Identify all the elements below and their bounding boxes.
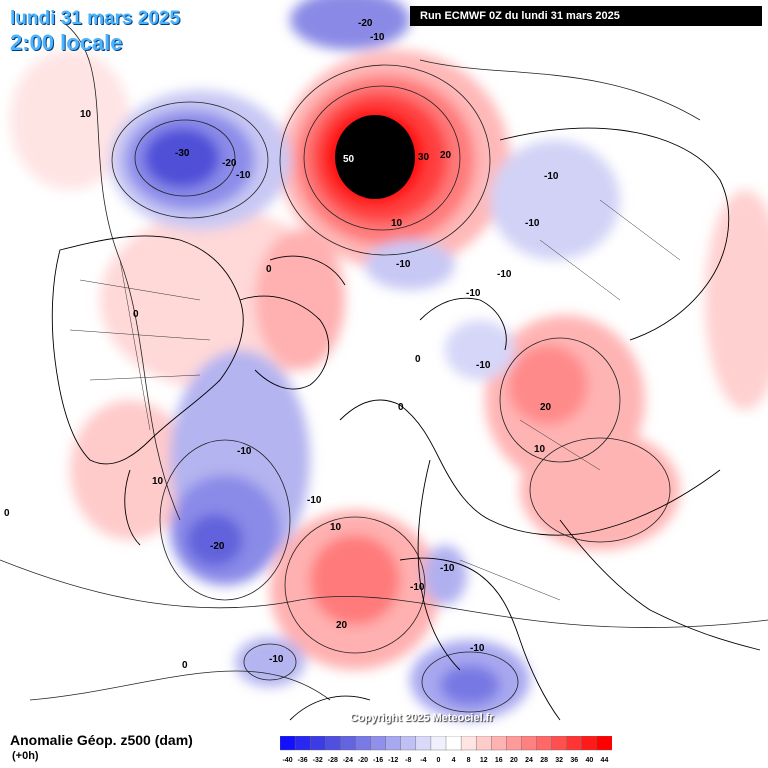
contour-label: 0 (266, 264, 272, 275)
legend-swatch (460, 736, 477, 751)
contour-label: 0 (398, 402, 404, 413)
legend-swatch (400, 736, 417, 751)
legend-swatch (309, 736, 326, 751)
contour-label: -10 (236, 170, 251, 181)
borders (69, 199, 681, 601)
contour-label: 20 (440, 150, 452, 161)
legend-label: 0 (436, 757, 440, 764)
contour-label: -10 (396, 259, 411, 270)
contour-label: -20 (210, 541, 225, 552)
legend-swatch (430, 736, 447, 751)
legend-label: -8 (405, 757, 411, 764)
contour-label: -10 (525, 218, 540, 229)
legend-swatch (581, 736, 598, 751)
map-title: Anomalie Géop. z500 (dam) (10, 732, 193, 748)
time-title: 2:00 locale (10, 30, 123, 55)
legend-label: 24 (525, 757, 533, 764)
contour-label: 50 (343, 154, 355, 165)
copyright: Copyright 2025 Meteociel.fr (350, 712, 494, 724)
ridge-core (335, 115, 415, 199)
contour-label: -10 (370, 32, 385, 43)
legend-swatch (566, 736, 583, 751)
contour-label: -10 (269, 654, 284, 665)
contour-label: -20 (222, 158, 237, 169)
legend-swatch (280, 736, 296, 751)
legend-label: -32 (313, 757, 323, 764)
legend-swatch (415, 736, 432, 751)
contour-label: 10 (152, 476, 164, 487)
contour-label: 0 (133, 309, 139, 320)
contour-label: -10 (476, 360, 491, 371)
legend-label: -4 (420, 757, 426, 764)
legend-swatch (506, 736, 522, 751)
contour-label: 0 (415, 354, 421, 365)
contour-label: 0 (4, 508, 10, 519)
legend-label: 12 (480, 757, 488, 764)
legend-label: -40 (282, 757, 292, 764)
legend-label: -28 (328, 757, 338, 764)
legend-label: 8 (467, 757, 471, 764)
contour-label: -10 (440, 563, 455, 574)
legend-label: 36 (570, 757, 578, 764)
contour-label: -10 (307, 495, 322, 506)
contour-label: 10 (330, 522, 342, 533)
contour-label: 40 (400, 156, 412, 167)
contour-label: -10 (237, 446, 252, 457)
anomaly-map: -20 -10 10 -30 -20 -10 50 40 30 20 10 -1… (0, 0, 768, 721)
legend-swatch (385, 736, 402, 751)
contour-label: 10 (391, 218, 403, 229)
legend-label: 32 (555, 757, 563, 764)
legend-label: 16 (495, 757, 503, 764)
contour-label: -30 (175, 148, 190, 159)
legend-swatch (475, 736, 492, 751)
legend-label: 4 (452, 757, 456, 764)
legend-label: -24 (343, 757, 353, 764)
contour-label: -10 (544, 171, 559, 182)
legend-swatch (491, 736, 507, 751)
color-legend: -40 -36 -32 -28 -24 -20 -16 -12 -8 -4 0 4 8 12 16 20 24 2… (280, 736, 612, 764)
legend-swatch (521, 736, 538, 751)
contour-label: 20 (336, 620, 348, 631)
legend-swatch (294, 736, 311, 751)
legend-swatch (355, 736, 372, 751)
anomaly-shading (10, 0, 768, 720)
legend-swatch (370, 736, 387, 751)
contour-label: 10 (534, 444, 546, 455)
legend-swatch (340, 736, 356, 751)
legend-label: 28 (540, 757, 548, 764)
contour-label: 30 (418, 152, 430, 163)
legend-swatch (536, 736, 553, 751)
contour-label: 20 (540, 402, 552, 413)
legend-label: 40 (585, 757, 593, 764)
legend-label: -20 (358, 757, 368, 764)
legend-label: -12 (388, 757, 398, 764)
contour-label: -10 (470, 643, 485, 654)
legend-label: -36 (298, 757, 308, 764)
forecast-hour: (+0h) (12, 750, 39, 762)
legend-label: -16 (373, 757, 383, 764)
contour-labels: -20 -10 10 -30 -20 -10 50 40 30 20 10 -1… (4, 18, 559, 671)
contour-label: 10 (80, 109, 92, 120)
contour-label: -20 (358, 18, 373, 29)
legend-swatch (445, 736, 462, 751)
contour-label: -10 (466, 288, 481, 299)
legend-label: 44 (601, 757, 609, 764)
run-banner: Run ECMWF 0Z du lundi 31 mars 2025 (410, 6, 762, 26)
legend-swatch (596, 736, 612, 751)
contour-label: 0 (182, 660, 188, 671)
coastlines (51, 127, 761, 721)
legend-swatch (325, 736, 341, 751)
contour-label: -10 (410, 582, 425, 593)
date-title: lundi 31 mars 2025 (10, 8, 181, 29)
legend-swatch (551, 736, 568, 751)
contour-label: -10 (497, 269, 512, 280)
legend-label: 20 (510, 757, 518, 764)
